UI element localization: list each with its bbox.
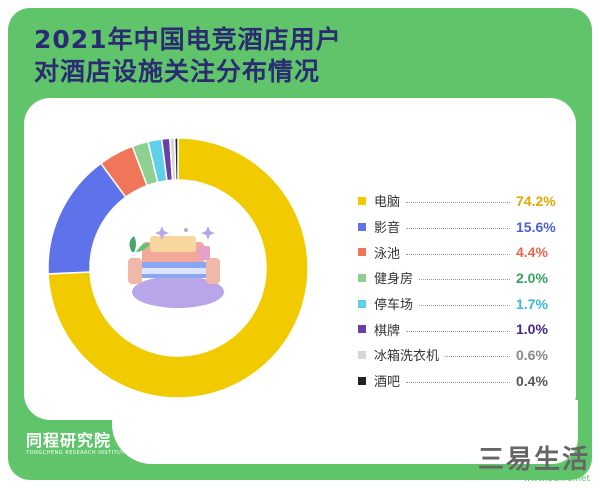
legend-item: 健身房 2.0% [358, 265, 558, 291]
legend-leader-dots [406, 228, 510, 230]
legend-item: 电脑 74.2% [358, 188, 558, 214]
legend-swatch [358, 248, 366, 257]
legend-value: 1.7% [516, 295, 548, 312]
legend-item: 棋牌 1.0% [358, 316, 558, 342]
donut-slice-0 [47, 137, 309, 399]
legend-leader-dots [419, 305, 510, 307]
watermark-main: 三易生活 [477, 445, 590, 475]
legend-item: 酒吧 0.4% [358, 368, 558, 394]
legend-label: 泳池 [374, 246, 401, 262]
brand-name: 同程研究院 [26, 431, 112, 450]
legend-label: 棋牌 [374, 323, 401, 339]
legend-swatch [358, 376, 366, 385]
legend-label: 健身房 [374, 272, 414, 288]
watermark: 三易生活 www.3elife.net [478, 446, 590, 484]
legend-item: 影音 15.6% [358, 214, 558, 240]
brand-logo: 同程研究院 TONGCHENG RESEARCH INSTITUTE [26, 432, 129, 457]
brand-subtitle: TONGCHENG RESEARCH INSTITUTE [26, 450, 129, 456]
chart-legend: 电脑 74.2% 影音 15.6% 泳池 4.4% 健身房 2.0% 停车场 1.7% 棋牌 1.0%… [358, 188, 558, 394]
legend-swatch [358, 196, 366, 205]
legend-leader-dots [419, 279, 510, 281]
legend-item: 冰箱洗衣机 0.6% [358, 342, 558, 368]
legend-value: 0.4% [516, 372, 548, 389]
legend-value: 1.0% [516, 321, 548, 338]
legend-swatch [358, 222, 366, 231]
legend-label: 影音 [374, 221, 401, 237]
sofa-illustration-icon [128, 226, 224, 308]
chart-title: 2021年中国电竞酒店用户 对酒店设施关注分布情况 [34, 24, 342, 88]
legend-value: 15.6% [516, 218, 556, 235]
legend-swatch [358, 350, 366, 359]
legend-leader-dots [406, 330, 510, 332]
legend-label: 停车场 [374, 298, 414, 314]
legend-swatch [358, 273, 366, 282]
legend-item: 泳池 4.4% [358, 239, 558, 265]
legend-swatch [358, 299, 366, 308]
legend-label: 酒吧 [374, 375, 401, 391]
legend-value: 74.2% [516, 192, 556, 209]
chart-title-line2: 对酒店设施关注分布情况 [34, 57, 321, 86]
watermark-url: www.3elife.net [523, 474, 590, 484]
legend-item: 停车场 1.7% [358, 291, 558, 317]
legend-value: 4.4% [516, 244, 548, 261]
legend-value: 0.6% [516, 346, 548, 363]
legend-leader-dots [445, 356, 510, 358]
legend-leader-dots [406, 382, 510, 384]
legend-swatch [358, 325, 366, 334]
legend-label: 电脑 [374, 195, 401, 211]
legend-leader-dots [406, 202, 510, 204]
donut-slice-7 [173, 137, 179, 181]
legend-value: 2.0% [516, 269, 548, 286]
legend-label: 冰箱洗衣机 [374, 349, 440, 365]
legend-leader-dots [406, 253, 510, 255]
chart-title-line1: 2021年中国电竞酒店用户 [34, 25, 342, 54]
